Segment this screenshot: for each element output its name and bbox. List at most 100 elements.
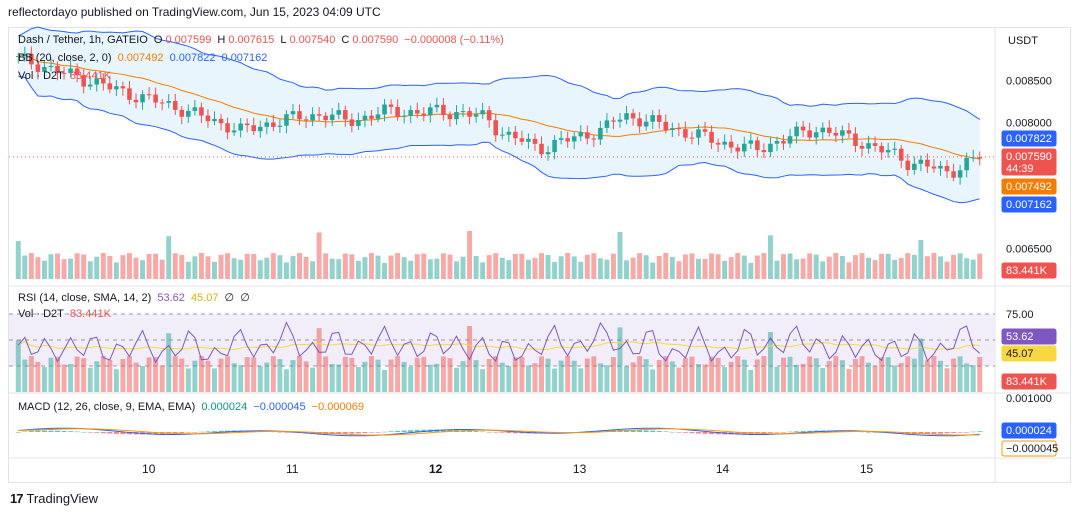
rsi-volume-bar bbox=[362, 361, 368, 392]
macd-histogram-bar bbox=[28, 431, 34, 432]
candle-body bbox=[748, 140, 754, 144]
macd-histogram-bar bbox=[310, 432, 316, 434]
macd-histogram-bar bbox=[388, 431, 394, 432]
publisher-line: reflectordayo published on TradingView.c… bbox=[8, 5, 381, 19]
candle-body bbox=[663, 121, 669, 131]
macd-histogram-bar bbox=[938, 432, 943, 434]
bb-basis-value: 0.007492 bbox=[117, 52, 164, 64]
volume-bar bbox=[185, 261, 191, 279]
candle-body bbox=[519, 138, 525, 142]
macd-label: MACD (12, 26, close, 9, EMA, EMA) bbox=[18, 401, 196, 413]
macd-histogram-bar bbox=[205, 431, 211, 432]
macd-histogram-bar bbox=[61, 430, 67, 432]
rsi-volume-bar bbox=[238, 365, 244, 392]
bb-legend[interactable]: BB (20, close, 2, 0) 0.007492 0.007822 0… bbox=[18, 52, 270, 64]
volume-bar bbox=[820, 261, 826, 279]
bb-lower-badge: 0.007162 bbox=[1006, 199, 1052, 211]
volume-bar bbox=[709, 253, 715, 279]
rsi-volume-bar bbox=[610, 357, 616, 392]
tradingview-footer[interactable]: 17 TradingView bbox=[10, 491, 98, 506]
volume-bar bbox=[61, 259, 67, 279]
rsi-volume-bar bbox=[728, 361, 734, 392]
volume-bar bbox=[781, 254, 786, 279]
candle-body bbox=[179, 109, 185, 117]
time-tick-label: 15 bbox=[860, 462, 874, 476]
rsi-volume-bar bbox=[800, 363, 806, 392]
volume-bar bbox=[911, 254, 917, 279]
rsi-volume-bar bbox=[715, 357, 721, 392]
rsi-legend[interactable]: RSI (14, close, SMA, 14, 2) 53.62 45.07 … bbox=[18, 291, 253, 304]
candle-body bbox=[87, 84, 93, 87]
macd-legend[interactable]: MACD (12, 26, close, 9, EMA, EMA) 0.0000… bbox=[18, 401, 367, 413]
macd-histogram-bar bbox=[440, 429, 446, 432]
volume-bar bbox=[486, 255, 492, 279]
volume-bar bbox=[81, 254, 87, 279]
macd-histogram-bar bbox=[964, 432, 970, 433]
volume-legend[interactable]: Vol · D2T 83.441K bbox=[18, 70, 114, 82]
rsi-volume-bar bbox=[637, 356, 643, 392]
rsi-volume-bar bbox=[35, 361, 41, 392]
candle-body bbox=[74, 68, 80, 76]
symbol-label[interactable]: Dash / Tether, 1h, GATEIO bbox=[18, 34, 148, 46]
rsi-volume-bar bbox=[519, 357, 525, 392]
volume-bar bbox=[48, 254, 54, 279]
rsi-ma-value: 45.07 bbox=[190, 292, 219, 304]
high-value: 0.007615 bbox=[228, 34, 275, 46]
macd-histogram-bar bbox=[761, 432, 767, 434]
rsi-volume-legend[interactable]: Vol · D2T 83.441K bbox=[18, 308, 114, 320]
volume-bar bbox=[336, 259, 342, 279]
volume-bar bbox=[656, 255, 662, 279]
volume-bar bbox=[970, 259, 976, 279]
volume-bar bbox=[382, 262, 388, 279]
rsi-volume-bar bbox=[107, 360, 113, 392]
macd-histogram-bar bbox=[68, 431, 74, 432]
volume-bar bbox=[218, 254, 224, 279]
rsi-volume-bar bbox=[892, 365, 898, 392]
rsi-volume-bar bbox=[310, 367, 316, 392]
macd-histogram-bar bbox=[414, 429, 420, 432]
candle-body bbox=[388, 104, 394, 107]
volume-bar bbox=[192, 256, 198, 279]
volume-bar bbox=[251, 254, 257, 279]
volume-bar bbox=[519, 253, 525, 279]
candle-body bbox=[107, 83, 113, 90]
macd-histogram-bar bbox=[336, 432, 342, 434]
volume-bar bbox=[885, 253, 891, 279]
candle-body bbox=[238, 123, 243, 131]
time-tick-label: 10 bbox=[142, 462, 156, 476]
volume-bar bbox=[807, 253, 813, 279]
rsi-volume-bar bbox=[434, 363, 440, 392]
candle-body bbox=[898, 148, 904, 161]
volume-bar bbox=[41, 260, 47, 279]
signal-line bbox=[18, 428, 980, 436]
low-value: 0.007540 bbox=[289, 34, 336, 46]
volume-bar bbox=[55, 253, 60, 279]
rsi-volume-bar bbox=[885, 357, 891, 392]
candle-body bbox=[741, 143, 747, 152]
candle-body bbox=[172, 100, 178, 110]
volume-bar bbox=[630, 257, 636, 279]
volume-bar bbox=[408, 260, 414, 279]
macd-histogram-bar bbox=[656, 431, 662, 432]
macd-histogram-bar bbox=[944, 432, 950, 434]
candle-body bbox=[369, 115, 374, 119]
volume-bar bbox=[100, 253, 106, 279]
candle-body bbox=[414, 110, 420, 114]
rsi-volume-bar bbox=[905, 356, 911, 392]
candle-body bbox=[218, 118, 224, 124]
candle-body bbox=[970, 157, 976, 159]
candle-body bbox=[624, 113, 629, 120]
rsi-volume-bar bbox=[696, 364, 701, 392]
volume-bar bbox=[329, 258, 335, 279]
volume-bar bbox=[388, 255, 394, 279]
macd-histogram-bar bbox=[408, 430, 414, 432]
candle-body bbox=[611, 120, 616, 122]
rsi-volume-bar bbox=[748, 369, 754, 392]
candle-body bbox=[447, 114, 453, 120]
volume-bar bbox=[277, 255, 283, 279]
rsi-volume-bar bbox=[68, 363, 74, 392]
volume-bar bbox=[794, 259, 800, 279]
candle-body bbox=[853, 133, 858, 146]
candle-body bbox=[225, 123, 230, 133]
